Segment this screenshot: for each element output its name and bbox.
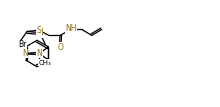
- Text: N: N: [36, 49, 42, 58]
- Text: Br: Br: [18, 40, 26, 49]
- Text: S: S: [37, 26, 41, 35]
- Text: CH₃: CH₃: [38, 60, 51, 66]
- Text: O: O: [57, 43, 63, 52]
- Text: N: N: [37, 28, 43, 37]
- Text: N: N: [22, 49, 28, 58]
- Text: NH: NH: [65, 24, 77, 33]
